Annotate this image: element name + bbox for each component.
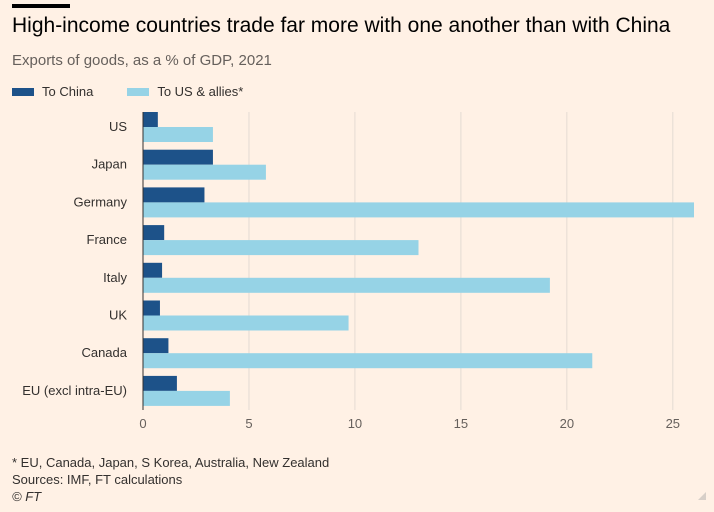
bar-allies (143, 277, 550, 293)
x-tick-label: 20 (560, 416, 574, 431)
legend-item-allies: To US & allies* (127, 84, 243, 99)
bar-china (143, 338, 169, 354)
footer: * EU, Canada, Japan, S Korea, Australia,… (12, 454, 329, 505)
bar-china (143, 375, 177, 391)
legend-item-china: To China (12, 84, 93, 99)
sources: Sources: IMF, FT calculations (12, 472, 183, 487)
x-tick-label: 15 (454, 416, 468, 431)
bar-allies (143, 202, 694, 218)
x-tick-label: 0 (139, 416, 146, 431)
bar-china (143, 112, 158, 127)
category-label: Japan (92, 157, 127, 172)
category-label: Germany (74, 194, 128, 209)
category-label: EU (excl intra-EU) (22, 383, 127, 398)
bar-china (143, 187, 205, 203)
chart-title: High-income countries trade far more wit… (12, 14, 671, 37)
bar-china (143, 225, 165, 241)
category-label: Canada (81, 345, 127, 360)
category-label: Italy (103, 270, 127, 285)
x-tick-label: 10 (348, 416, 362, 431)
legend-label-allies: To US & allies* (157, 84, 244, 99)
bar-allies (143, 353, 593, 369)
chart-subtitle: Exports of goods, as a % of GDP, 2021 (12, 52, 272, 69)
bar-allies (143, 127, 213, 142)
legend-swatch-china (12, 87, 34, 96)
resize-corner-icon (698, 492, 706, 500)
x-tick-label: 25 (666, 416, 680, 431)
x-tick-label: 5 (245, 416, 252, 431)
category-label: France (87, 232, 127, 247)
bar-allies (143, 240, 419, 256)
category-label: UK (109, 308, 127, 323)
legend: To China To US & allies* (12, 84, 277, 99)
bar-allies (143, 164, 266, 180)
bar-china (143, 300, 160, 316)
legend-label-china: To China (42, 84, 94, 99)
bar-china (143, 262, 163, 278)
ft-top-bar (12, 4, 70, 8)
credit: © FT (12, 489, 42, 504)
bar-allies (143, 315, 349, 331)
category-label: US (109, 119, 127, 134)
bar-china (143, 149, 213, 165)
footnote: * EU, Canada, Japan, S Korea, Australia,… (12, 455, 330, 470)
bar-allies (143, 390, 230, 406)
legend-swatch-allies (127, 87, 150, 96)
